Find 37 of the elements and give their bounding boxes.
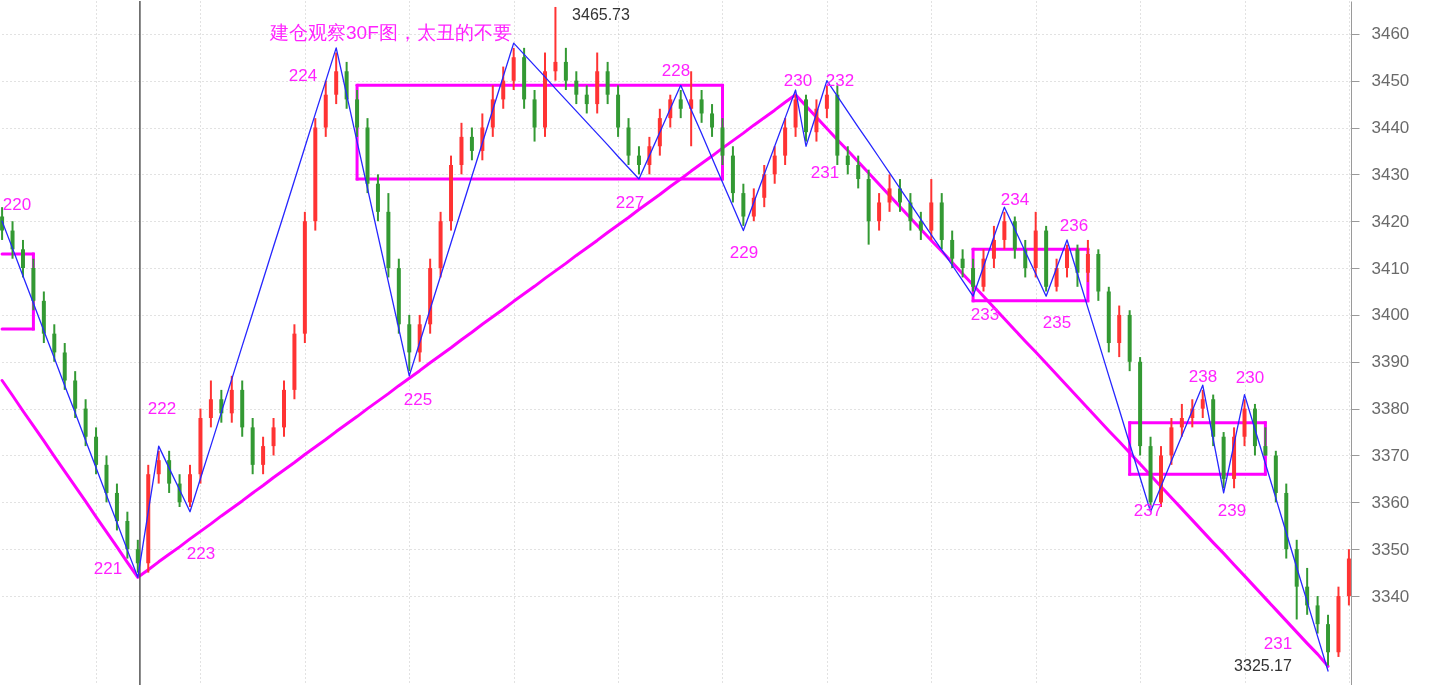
annotation: 227: [615, 193, 645, 212]
y-tick-label: 3370: [1371, 445, 1410, 465]
annotation: 3325.17: [1234, 657, 1293, 674]
y-tick-label: 3410: [1371, 258, 1410, 278]
annotation: 225: [403, 390, 433, 409]
annotation: 230: [1235, 368, 1265, 387]
annotation: 233: [970, 305, 1000, 324]
annotation: 3465.73: [572, 6, 631, 23]
annotation: 228: [661, 61, 691, 80]
annotation: 220: [2, 195, 32, 214]
annotation: 221: [93, 559, 123, 578]
annotation: 239: [1217, 501, 1247, 520]
y-tick-label: 3340: [1371, 586, 1410, 606]
annotation: 231: [1263, 634, 1293, 653]
y-tick-label: 3420: [1371, 211, 1410, 231]
y-tick-label: 3450: [1371, 71, 1410, 91]
annotation: 230: [783, 71, 813, 90]
annotation: 229: [729, 243, 759, 262]
annotation: 222: [147, 399, 177, 418]
annotation: 237: [1133, 501, 1163, 520]
y-tick-label: 3400: [1371, 305, 1410, 325]
y-tick-label: 3360: [1371, 492, 1410, 512]
annotation: 231: [810, 163, 840, 182]
annotation: 235: [1042, 313, 1072, 332]
annotation: 236: [1059, 216, 1089, 235]
annotation: 238: [1188, 367, 1218, 386]
y-tick-label: 3460: [1371, 24, 1410, 44]
annotation: 223: [186, 544, 216, 563]
y-tick-label: 3440: [1371, 118, 1410, 137]
y-tick-label: 3390: [1371, 352, 1410, 372]
y-tick-label: 3350: [1371, 539, 1410, 559]
annotation: 232: [825, 71, 855, 90]
y-tick-label: 3380: [1371, 399, 1410, 419]
annotation: 224: [288, 66, 318, 85]
y-tick-label: 3430: [1371, 164, 1410, 184]
annotation: 234: [1000, 190, 1030, 209]
annotation: 建仓观察30F图，太丑的不要: [269, 22, 512, 43]
